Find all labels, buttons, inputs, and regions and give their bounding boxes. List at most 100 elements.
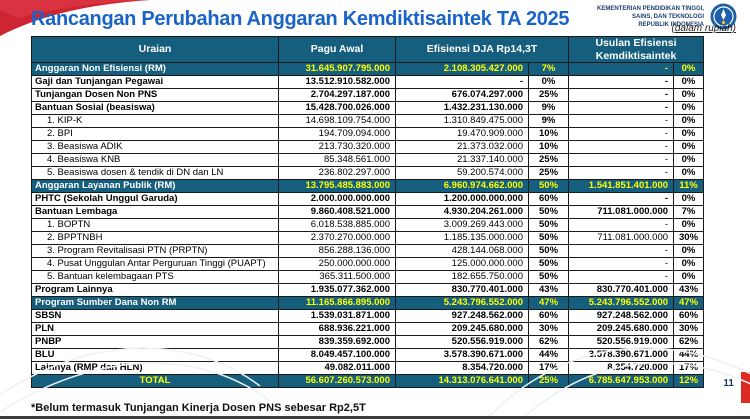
cell-pagu-awal: 15.428.700.026.000 xyxy=(278,101,396,115)
cell-efisiensi-dja-pct: 50% xyxy=(527,257,570,271)
cell-efisiensi-dja-pct: 60% xyxy=(527,309,570,323)
cell-usulan-efisiensi-pct: 0% xyxy=(673,244,705,258)
cell-efisiensi-dja-pct: 44% xyxy=(527,348,570,362)
cell-efisiensi-dja: 1.432.231.130.000 xyxy=(395,101,529,115)
cell-usulan-efisiensi: - xyxy=(568,257,675,271)
cell-usulan-efisiensi-pct: 0% xyxy=(673,101,705,115)
cell-efisiensi-dja: 830.770.401.000 xyxy=(395,283,529,297)
cell-usulan-efisiensi: 5.243.796.552.000 xyxy=(568,296,675,310)
cell-usulan-efisiensi-pct: 11% xyxy=(673,179,705,193)
cell-usulan-efisiensi-pct: 0% xyxy=(673,114,705,128)
cell-efisiensi-dja: 428.144.068.000 xyxy=(395,244,529,258)
cell-efisiensi-dja: 59.200.574.000 xyxy=(395,166,529,180)
cell-usulan-efisiensi: - xyxy=(568,270,675,284)
page-title: Rancangan Perubahan Anggaran Kemdiktisai… xyxy=(31,8,570,30)
cell-usulan-efisiensi-pct: 0% xyxy=(673,140,705,154)
table-row: 3. Beasiswa ADIK 213.730.320.000 21.373.… xyxy=(31,140,705,154)
row-label: 5. Beasiswa dosen & tendik di DN dan LN xyxy=(31,166,279,180)
ministry-line-3: REPUBLIK INDONESIA xyxy=(638,21,704,28)
cell-efisiensi-dja-pct: 50% xyxy=(527,270,570,284)
cell-efisiensi-dja-pct: 25% xyxy=(527,374,570,388)
cell-efisiensi-dja: 8.354.720.000 xyxy=(395,361,529,375)
row-label: Anggaran Non Efisiensi (RM) xyxy=(31,62,279,76)
cell-efisiensi-dja: 676.074.297.000 xyxy=(395,88,529,102)
cell-efisiensi-dja-pct: 47% xyxy=(527,296,570,310)
table-row: 5. Beasiswa dosen & tendik di DN dan LN … xyxy=(31,166,705,180)
row-label: SBSN xyxy=(31,309,279,323)
cell-pagu-awal: 194.709.094.000 xyxy=(278,127,396,141)
cell-efisiensi-dja-pct: 62% xyxy=(527,335,570,349)
cell-pagu-awal: 688.936.221.000 xyxy=(278,322,396,336)
table-row: 1. KIP-K 14.698.109.754.000 1.310.849.47… xyxy=(31,114,705,128)
cell-usulan-efisiensi-pct: 44% xyxy=(673,348,705,362)
cell-usulan-efisiensi-pct: 0% xyxy=(673,218,705,232)
row-label: TOTAL xyxy=(31,374,279,388)
row-label: Gaji dan Tunjangan Pegawai xyxy=(31,75,279,89)
row-label: PLN xyxy=(31,322,279,336)
cell-pagu-awal: 2.000.000.000.000 xyxy=(278,192,396,206)
row-label: Lainnya (RMP dan HLN) xyxy=(31,361,279,375)
row-label: 2. BPI xyxy=(31,127,279,141)
row-label: Tunjangan Dosen Non PNS xyxy=(31,88,279,102)
cell-usulan-efisiensi-pct: 0% xyxy=(673,192,705,206)
cell-usulan-efisiensi: - xyxy=(568,101,675,115)
cell-pagu-awal: 250.000.000.000 xyxy=(278,257,396,271)
cell-usulan-efisiensi: - xyxy=(568,192,675,206)
cell-pagu-awal: 236.802.297.000 xyxy=(278,166,396,180)
cell-usulan-efisiensi-pct: 0% xyxy=(673,166,705,180)
cell-usulan-efisiensi-pct: 30% xyxy=(673,231,705,245)
cell-usulan-efisiensi-pct: 30% xyxy=(673,322,705,336)
cell-efisiensi-dja: 927.248.562.000 xyxy=(395,309,529,323)
table-row: Bantuan Lembaga 9.860.408.521.000 4.930.… xyxy=(31,205,705,219)
cell-usulan-efisiensi: - xyxy=(568,114,675,128)
cell-usulan-efisiensi-pct: 0% xyxy=(673,270,705,284)
column-header-uraian: Uraian xyxy=(31,36,279,63)
cell-efisiensi-dja: 1.185.135.000.000 xyxy=(395,231,529,245)
cell-usulan-efisiensi-pct: 47% xyxy=(673,296,705,310)
cell-pagu-awal: 13.512.910.582.000 xyxy=(278,75,396,89)
cell-efisiensi-dja-pct: 25% xyxy=(527,88,570,102)
row-label: Program Sumber Dana Non RM xyxy=(31,296,279,310)
row-label: 3. Program Revitalisasi PTN (PRPTN) xyxy=(31,244,279,258)
cell-efisiensi-dja: - xyxy=(395,75,529,89)
table-row: Tunjangan Dosen Non PNS 2.704.297.187.00… xyxy=(31,88,705,102)
ministry-line-1: KEMENTERIAN PENDIDIKAN TINGGI, xyxy=(596,6,704,12)
cell-efisiensi-dja: 19.470.909.000 xyxy=(395,127,529,141)
cell-usulan-efisiensi-pct: 0% xyxy=(673,75,705,89)
cell-efisiensi-dja-pct: 50% xyxy=(527,244,570,258)
cell-efisiensi-dja: 2.108.305.427.000 xyxy=(395,62,529,76)
cell-usulan-efisiensi: - xyxy=(568,75,675,89)
cell-efisiensi-dja: 1.200.000.000.000 xyxy=(395,192,529,206)
cell-usulan-efisiensi: 711.081.000.000 xyxy=(568,205,675,219)
cell-usulan-efisiensi-pct: 0% xyxy=(673,127,705,141)
table-row: 2. BPI 194.709.094.000 19.470.909.000 10… xyxy=(31,127,705,141)
table-row: 1. BOPTN 6.018.538.885.000 3.009.269.443… xyxy=(31,218,705,232)
cell-efisiensi-dja-pct: 50% xyxy=(527,205,570,219)
cell-efisiensi-dja-pct: 25% xyxy=(527,166,570,180)
cell-usulan-efisiensi: 830.770.401.000 xyxy=(568,283,675,297)
row-label: 5. Bantuan kelembagaan PTS xyxy=(31,270,279,284)
table-row: Program Lainnya 1.935.077.362.000 830.77… xyxy=(31,283,705,297)
row-label: PNBP xyxy=(31,335,279,349)
column-header-usulan-efisiensi: Usulan Efisiensi Kemdiktisaintek xyxy=(568,36,705,63)
table-row: Anggaran Layanan Publik (RM) 13.795.485.… xyxy=(31,179,705,193)
row-label: Bantuan Lembaga xyxy=(31,205,279,219)
row-label: 2. BPPTNBH xyxy=(31,231,279,245)
ministry-line-2: SAINS, DAN TEKNOLOGI xyxy=(631,13,704,20)
cell-pagu-awal: 8.049.457.100.000 xyxy=(278,348,396,362)
cell-efisiensi-dja: 3.009.269.443.000 xyxy=(395,218,529,232)
table-row: Bantuan Sosial (beasiswa) 15.428.700.026… xyxy=(31,101,705,115)
cell-usulan-efisiensi-pct: 7% xyxy=(673,205,705,219)
table-row: Lainnya (RMP dan HLN) 49.082.011.000 8.3… xyxy=(31,361,705,375)
cell-pagu-awal: 213.730.320.000 xyxy=(278,140,396,154)
cell-pagu-awal: 31.645.907.795.000 xyxy=(278,62,396,76)
cell-usulan-efisiensi-pct: 0% xyxy=(673,62,705,76)
page-number: 11 xyxy=(723,378,734,389)
cell-usulan-efisiensi: 927.248.562.000 xyxy=(568,309,675,323)
cell-efisiensi-dja-pct: 50% xyxy=(527,231,570,245)
cell-usulan-efisiensi-pct: 12% xyxy=(673,374,705,388)
table-row: 5. Bantuan kelembagaan PTS 365.311.500.0… xyxy=(31,270,705,284)
cell-pagu-awal: 85.348.561.000 xyxy=(278,153,396,167)
cell-usulan-efisiensi: 209.245.680.000 xyxy=(568,322,675,336)
